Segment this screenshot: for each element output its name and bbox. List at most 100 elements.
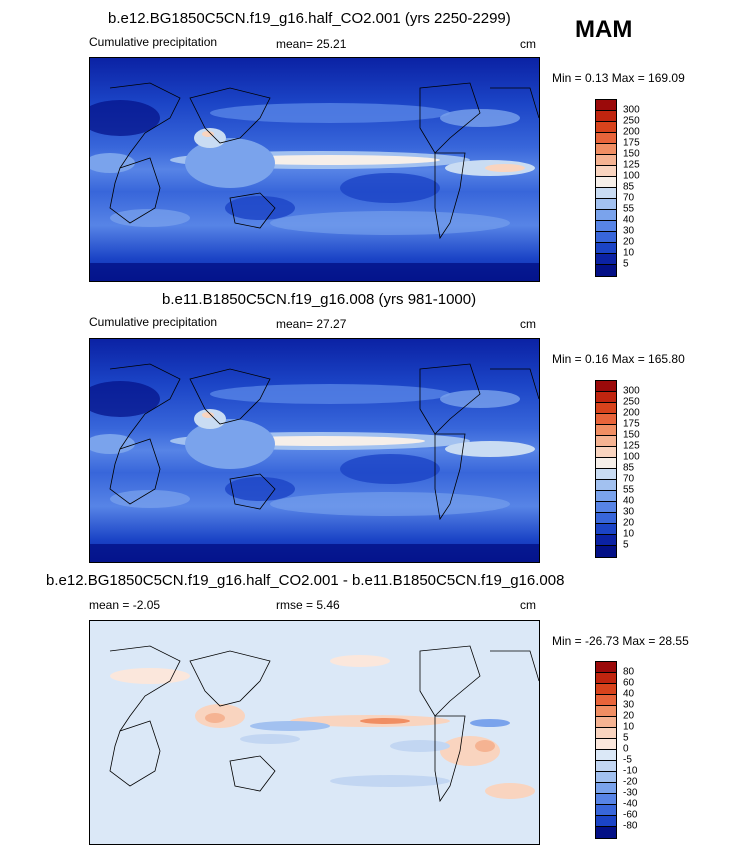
panel-2-map [89,338,540,563]
panel-2-minmax: Min = 0.16 Max = 165.80 [552,352,685,366]
colorbar-swatch [596,265,616,276]
colorbar-swatch [596,122,616,133]
colorbar-tick-label: -30 [623,787,638,799]
panel-3-mean: mean = -2.05 [89,598,161,612]
colorbar-tick-label: 20 [623,710,635,722]
colorbar-tick-label: 300 [623,104,640,116]
colorbar-tick-label: 0 [623,743,629,755]
colorbar-tick-label: 60 [623,677,635,689]
colorbar-tick-label: 30 [623,225,635,237]
panel-3-map-svg [90,621,539,844]
panel-1-minmax: Min = 0.13 Max = 169.09 [552,71,685,85]
colorbar-tick-label: 40 [623,214,635,226]
colorbar-swatch [596,673,616,684]
colorbar-tick-label: 5 [623,539,629,551]
colorbar-swatch [596,199,616,210]
colorbar-swatch [596,177,616,188]
colorbar-swatch [596,513,616,524]
colorbar-tick-label: 10 [623,721,635,733]
colorbar-swatch [596,717,616,728]
panel-1-mean: mean= 25.21 [276,37,347,51]
panel-2-title: b.e11.B1850C5CN.f19_g16.008 (yrs 981-100… [162,291,477,308]
colorbar-tick-label: 300 [623,385,640,397]
colorbar-tick-label: 125 [623,440,640,452]
colorbar-swatch [596,750,616,761]
colorbar-swatch [596,155,616,166]
colorbar-swatch [596,739,616,750]
colorbar-swatch [596,221,616,232]
colorbar-swatch [596,381,616,392]
panel-1-map-svg [90,58,539,281]
colorbar-tick-label: 55 [623,484,635,496]
panel-3-units: cm [520,598,536,612]
panel-2-mean: mean= 27.27 [276,317,347,331]
colorbar-swatch [596,111,616,122]
colorbar-tick-label: 85 [623,462,635,474]
colorbar-tick-label: 250 [623,396,640,408]
colorbar-swatch [596,827,616,838]
colorbar-tick-label: 55 [623,203,635,215]
colorbar-tick-label: 40 [623,495,635,507]
colorbar-swatch [596,662,616,673]
colorbar-swatch [596,706,616,717]
colorbar-swatch [596,210,616,221]
colorbar-tick-label: -60 [623,809,638,821]
colorbar-swatch [596,480,616,491]
colorbar-swatch [596,458,616,469]
colorbar-tick-label: 100 [623,451,640,463]
panel-3-map [89,620,540,845]
colorbar-swatch [596,254,616,265]
colorbar-tick-label: -40 [623,798,638,810]
colorbar-tick-label: 10 [623,247,635,259]
panel-3-title: b.e12.BG1850C5CN.f19_g16.half_CO2.001 - … [46,572,565,589]
colorbar-swatch [596,728,616,739]
colorbar-swatch [596,546,616,557]
colorbar-tick-label: -80 [623,820,638,832]
colorbar-tick-label: 20 [623,236,635,248]
panel-1-units: cm [520,37,536,51]
colorbar-swatch [596,144,616,155]
colorbar-swatch [596,166,616,177]
colorbar-swatch [596,772,616,783]
colorbar-swatch [596,761,616,772]
colorbar-swatch [596,783,616,794]
colorbar-tick-label: 250 [623,115,640,127]
colorbar-tick-label: 125 [623,159,640,171]
colorbar-tick-label: 200 [623,407,640,419]
colorbar-tick-label: -20 [623,776,638,788]
colorbar-swatch [596,392,616,403]
colorbar-swatch [596,524,616,535]
colorbar-tick-label: 150 [623,429,640,441]
panel-3-minmax: Min = -26.73 Max = 28.55 [552,634,689,648]
colorbar-tick-label: 30 [623,506,635,518]
colorbar-swatch [596,100,616,111]
colorbar-tick-label: 40 [623,688,635,700]
colorbar-swatch [596,469,616,480]
colorbar-tick-label: -5 [623,754,632,766]
colorbar-tick-label: 20 [623,517,635,529]
colorbar-tick-label: 100 [623,170,640,182]
panel-1-map [89,57,540,282]
colorbar-tick-label: 85 [623,181,635,193]
colorbar-tick-label: 175 [623,137,640,149]
panel-3-rmse: rmse = 5.46 [276,598,340,612]
colorbar-tick-label: 70 [623,192,635,204]
colorbar-swatch [596,133,616,144]
colorbar-tick-label: -10 [623,765,638,777]
colorbar-swatch [596,695,616,706]
colorbar-tick-label: 5 [623,732,629,744]
panel-1-colorbar [595,99,617,277]
colorbar-swatch [596,684,616,695]
panel-2-left-label: Cumulative precipitation [89,315,218,329]
colorbar-swatch [596,502,616,513]
panel-2-map-svg [90,339,539,562]
panel-2-units: cm [520,317,536,331]
colorbar-swatch [596,535,616,546]
colorbar-swatch [596,491,616,502]
colorbar-swatch [596,436,616,447]
panel-1-title: b.e12.BG1850C5CN.f19_g16.half_CO2.001 (y… [108,10,511,27]
panel-2-colorbar [595,380,617,558]
colorbar-swatch [596,794,616,805]
colorbar-tick-label: 175 [623,418,640,430]
colorbar-swatch [596,232,616,243]
